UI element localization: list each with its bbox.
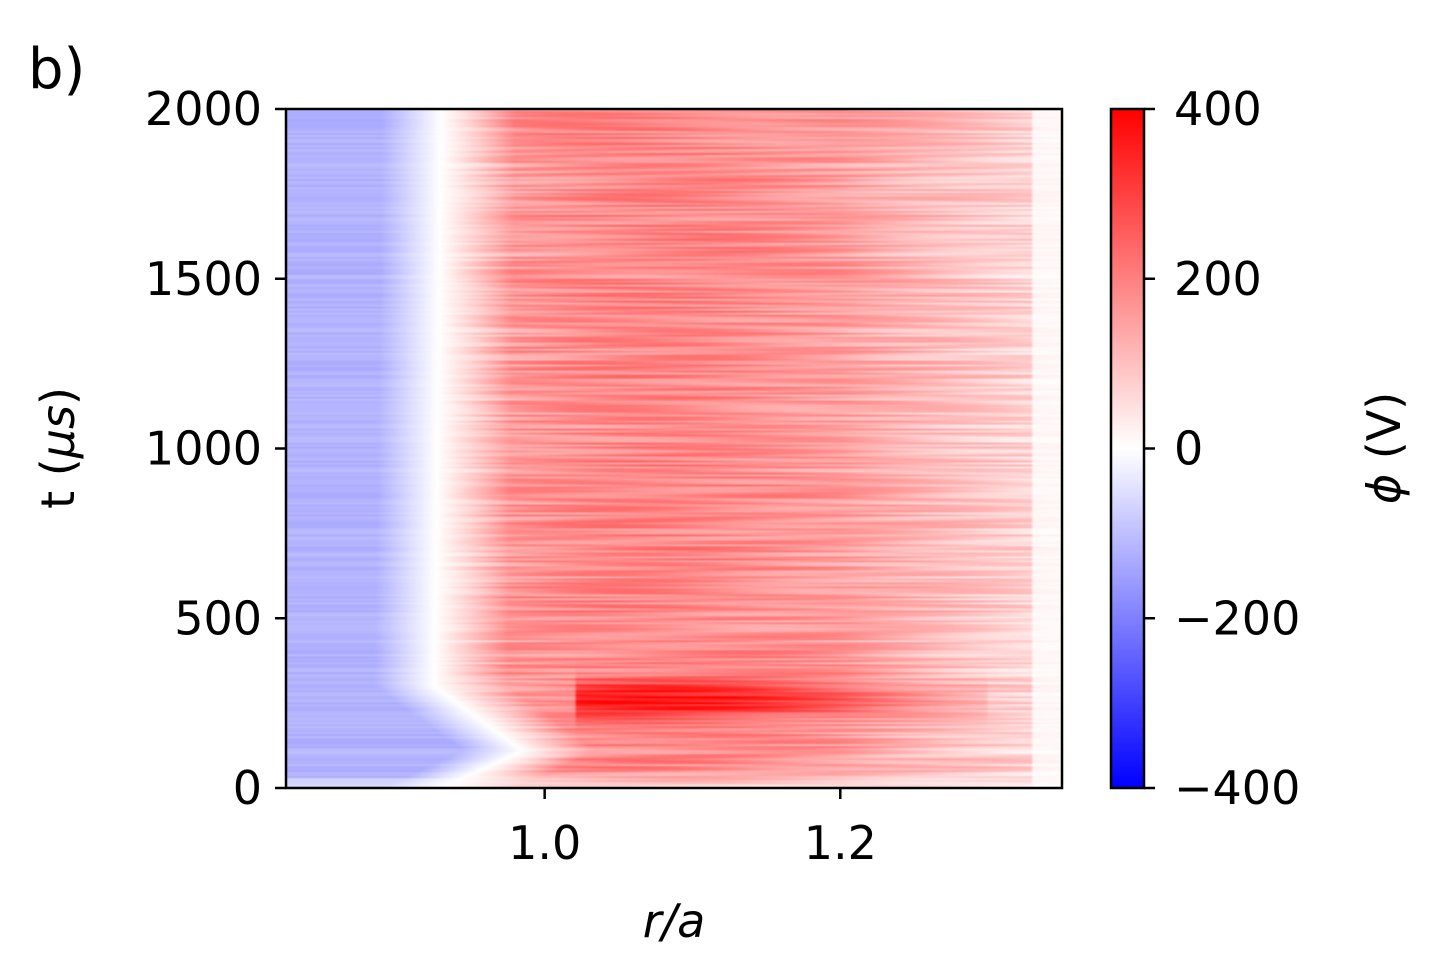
colorbar-tick-label: 200 (1174, 252, 1262, 306)
y-axis-label-suffix: ) (31, 387, 85, 405)
y-tick-label: 2000 (145, 82, 262, 136)
colorbar-ticks: −400 −200 0 200 400 (1144, 82, 1300, 815)
y-tick-label: 500 (174, 591, 262, 645)
x-tick-label: 1.2 (804, 816, 877, 870)
y-axis-label-prefix: t ( (31, 458, 85, 509)
colorbar-tick-label: 400 (1174, 82, 1262, 136)
colorbar-tick-label: −200 (1174, 591, 1300, 645)
y-axis-label: t (μs) (31, 387, 85, 509)
x-axis: 1.0 1.2 (508, 788, 877, 870)
y-tick-label: 1000 (145, 422, 262, 476)
colorbar: −400 −200 0 200 400 (1109, 82, 1300, 815)
x-axis-label: r/a (643, 894, 706, 948)
y-axis-label-mu: μ (31, 429, 85, 459)
y-axis-label-unit: s (31, 405, 85, 429)
panel-label: b) (28, 37, 85, 102)
colorbar-tick-label: −400 (1174, 761, 1300, 815)
colorbar-gradient (1111, 109, 1144, 788)
heatmap-plot (284, 107, 1064, 790)
colorbar-label-symbol: ϕ (1357, 474, 1411, 504)
heatmap-image (286, 109, 1062, 788)
colorbar-label: ϕ (V) (1357, 392, 1411, 504)
colorbar-label-unit: (V) (1357, 392, 1411, 474)
colorbar-tick-label: 0 (1174, 422, 1203, 476)
y-tick-label: 0 (233, 761, 262, 815)
x-tick-label: 1.0 (508, 816, 581, 870)
y-tick-label: 1500 (145, 252, 262, 306)
y-axis: 0 500 1000 1500 2000 (145, 82, 286, 815)
